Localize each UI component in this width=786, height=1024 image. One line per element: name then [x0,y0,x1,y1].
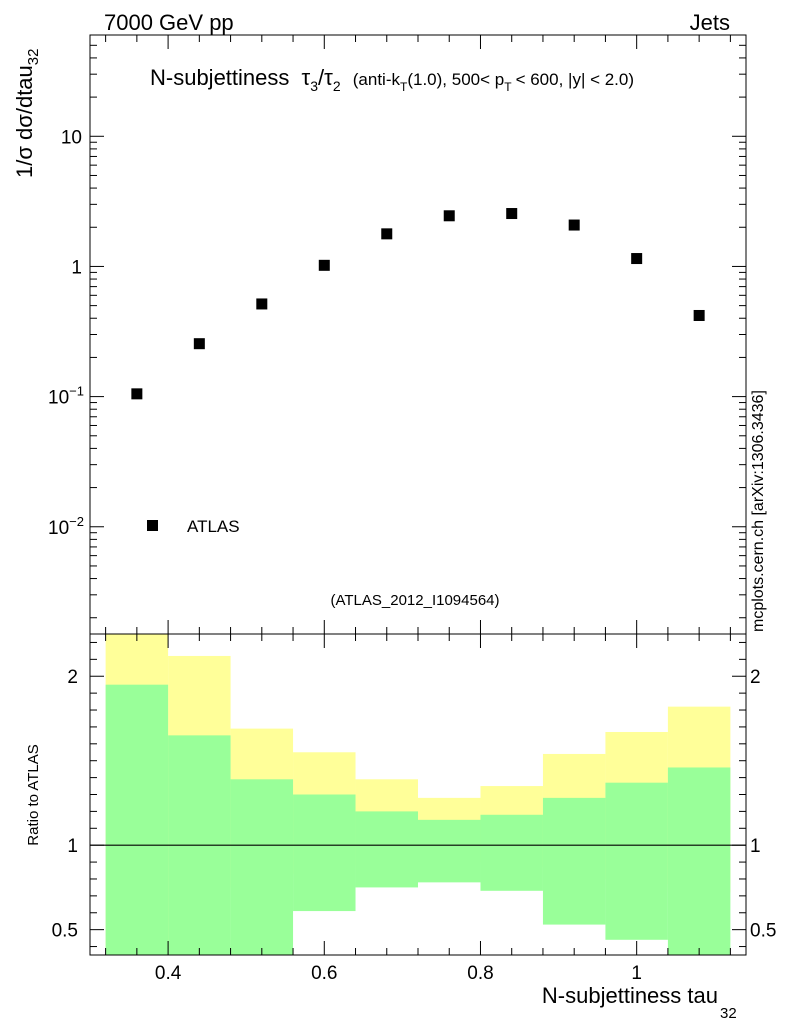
x-axis-label-text: N-subjettiness tau [542,983,718,1008]
x-tick-label: 0.8 [467,963,493,984]
ratio-band-inner [355,811,418,888]
data-point [193,338,205,350]
data-point [568,219,580,231]
ratio-band-inner [418,819,481,883]
x-axis-label-sub: 32 [720,1005,737,1022]
data-point [381,228,393,240]
title-detail-a: (anti-k [353,70,401,89]
main-frame [89,34,747,635]
ratio-band-inner [667,767,731,955]
title-detail-b: (1.0), 500< p [407,70,504,89]
title-prefix: N-subjettiness [150,65,289,90]
y-tick-label-main: 1 [71,257,82,278]
y-tick-label-base: 10 [48,388,69,409]
legend-marker [147,520,158,531]
ratio-band-inner [293,794,356,912]
ratio-band-inner [105,684,169,955]
y-axis-label-main: 1/σ dσ/dtau32 [12,49,42,178]
data-point [443,210,455,222]
x-tick-label: 1 [631,963,642,984]
data-point [631,253,643,265]
y-tick-label-ratio: 1 [67,836,78,857]
title-detail-a-sub: T [400,80,408,94]
y-tick-label-main: 10−1 [48,384,84,409]
y-tick-label-ratio: 0.5 [52,921,78,942]
ratio-band-inner [230,779,294,955]
plot-title: N-subjettiness τ3/τ2 (anti-kT(1.0), 500<… [150,65,634,96]
data-point [318,259,330,271]
side-note: mcplots.cern.ch [arXiv:1306.3436] [750,390,767,632]
y-tick-label-ratio: 2 [67,667,78,688]
ratio-panel: 0.4 0.6 0.8 1 0.5 0.5 1 1 2 2 [52,633,776,984]
y-axis-label-ratio: Ratio to ATLAS [25,744,42,845]
data-point [256,298,268,310]
title-num-sub: 3 [310,78,318,94]
y-tick-label-ratio-right: 2 [750,667,761,688]
title-den-sub: 2 [333,78,341,94]
y-tick-label-exp: −1 [69,384,84,399]
title-detail-c: < 600, |y| < 2.0) [516,70,634,89]
y-axis-label-main-text: 1/σ dσ/dtau [12,65,37,178]
y-tick-label-base: 10 [48,518,69,539]
header-left: 7000 GeV pp [104,10,234,35]
legend-label: ATLAS [187,517,240,536]
title-detail-b-sub: T [504,80,512,94]
y-tick-label-ratio-right: 1 [750,836,761,857]
data-point [693,309,705,321]
ratio-band-inner [480,814,543,891]
y-axis-label-main-sub: 32 [25,49,42,66]
y-tick-label-ratio-right: 0.5 [750,921,776,942]
y-tick-label-main: 10−2 [48,514,84,539]
y-tick-label-exp: −2 [69,514,84,529]
x-tick-label: 0.6 [311,963,337,984]
ratio-band-inner [542,797,606,925]
data-point [131,388,143,400]
analysis-tag: (ATLAS_2012_I1094564) [330,592,499,609]
data-point [506,208,518,220]
x-axis-label: N-subjettiness tau [542,983,718,1008]
ratio-band-inner [605,782,668,940]
header-right: Jets [690,10,730,35]
x-tick-label: 0.4 [155,963,182,984]
title-tau-den: τ [324,65,333,90]
title-tau-num: τ [302,65,311,90]
title-slash: / [318,65,325,90]
y-tick-label-main: 10 [61,127,82,148]
